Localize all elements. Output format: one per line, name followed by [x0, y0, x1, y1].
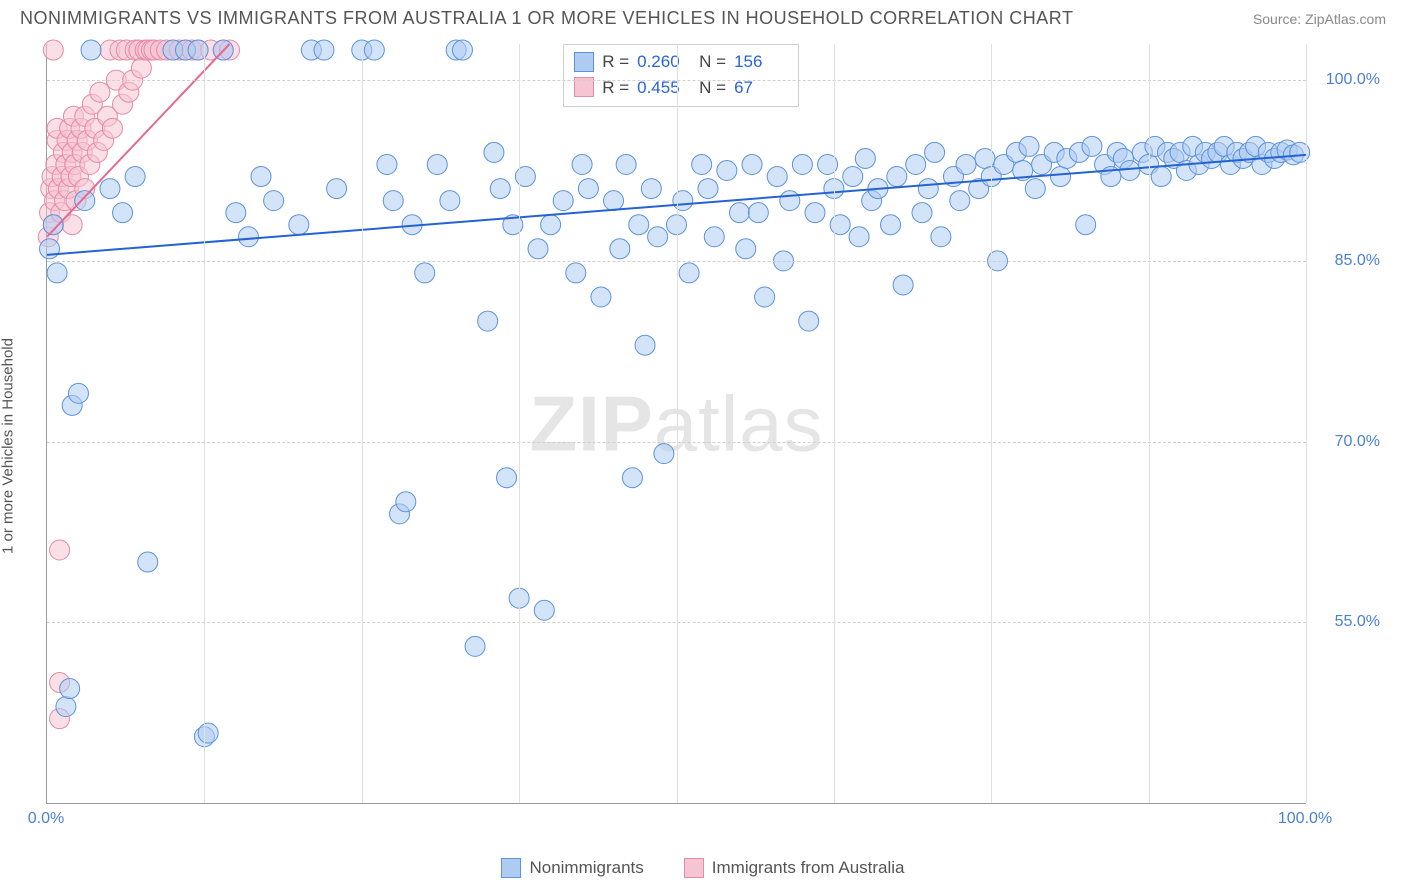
x-tick-label: 100.0% — [1278, 810, 1332, 828]
n-label-1: N = — [699, 49, 726, 75]
chart-header: NONIMMIGRANTS VS IMMIGRANTS FROM AUSTRAL… — [0, 0, 1406, 33]
legend-item-nonimmigrants: Nonimmigrants — [501, 858, 643, 878]
n-label-2: N = — [699, 75, 726, 101]
r-label-2: R = — [602, 75, 629, 101]
swatch-nonimmigrants — [574, 52, 594, 72]
x-tick-label: 0.0% — [28, 810, 64, 828]
swatch-nonimmigrants-bottom — [501, 858, 521, 878]
r-value-1: 0.260 — [637, 49, 691, 75]
plot-area: ZIPatlas R = 0.260 N = 156 R = 0.455 N =… — [46, 44, 1306, 804]
y-tick-label: 100.0% — [1326, 71, 1380, 89]
bottom-legend: Nonimmigrants Immigrants from Australia — [0, 858, 1406, 878]
legend-label-immigrants: Immigrants from Australia — [712, 858, 905, 878]
legend-stats-row-2: R = 0.455 N = 67 — [574, 75, 788, 101]
n-value-2: 67 — [734, 75, 788, 101]
legend-item-immigrants: Immigrants from Australia — [684, 858, 905, 878]
legend-stats-box: R = 0.260 N = 156 R = 0.455 N = 67 — [563, 44, 799, 107]
chart-title: NONIMMIGRANTS VS IMMIGRANTS FROM AUSTRAL… — [20, 8, 1073, 29]
legend-stats-row-1: R = 0.260 N = 156 — [574, 49, 788, 75]
swatch-immigrants-bottom — [684, 858, 704, 878]
legend-label-nonimmigrants: Nonimmigrants — [529, 858, 643, 878]
y-tick-label: 55.0% — [1335, 613, 1380, 631]
chart-area: ZIPatlas R = 0.260 N = 156 R = 0.455 N =… — [46, 44, 1386, 834]
source-label: Source: ZipAtlas.com — [1253, 11, 1386, 27]
y-axis-label: 1 or more Vehicles in Household — [0, 338, 17, 554]
r-label-1: R = — [602, 49, 629, 75]
r-value-2: 0.455 — [637, 75, 691, 101]
y-tick-label: 85.0% — [1335, 252, 1380, 270]
n-value-1: 156 — [734, 49, 788, 75]
y-tick-label: 70.0% — [1335, 433, 1380, 451]
